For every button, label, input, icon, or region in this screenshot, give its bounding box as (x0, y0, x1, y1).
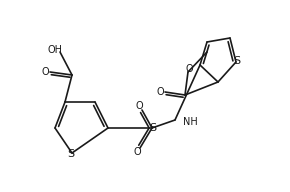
Text: OH: OH (48, 45, 63, 55)
Text: S: S (149, 123, 157, 133)
Text: O: O (135, 101, 143, 111)
Text: O: O (156, 87, 164, 97)
Text: S: S (233, 56, 241, 66)
Text: O: O (133, 147, 141, 157)
Text: S: S (68, 149, 75, 159)
Text: NH: NH (183, 117, 198, 127)
Text: O: O (185, 64, 193, 74)
Text: O: O (41, 67, 49, 77)
